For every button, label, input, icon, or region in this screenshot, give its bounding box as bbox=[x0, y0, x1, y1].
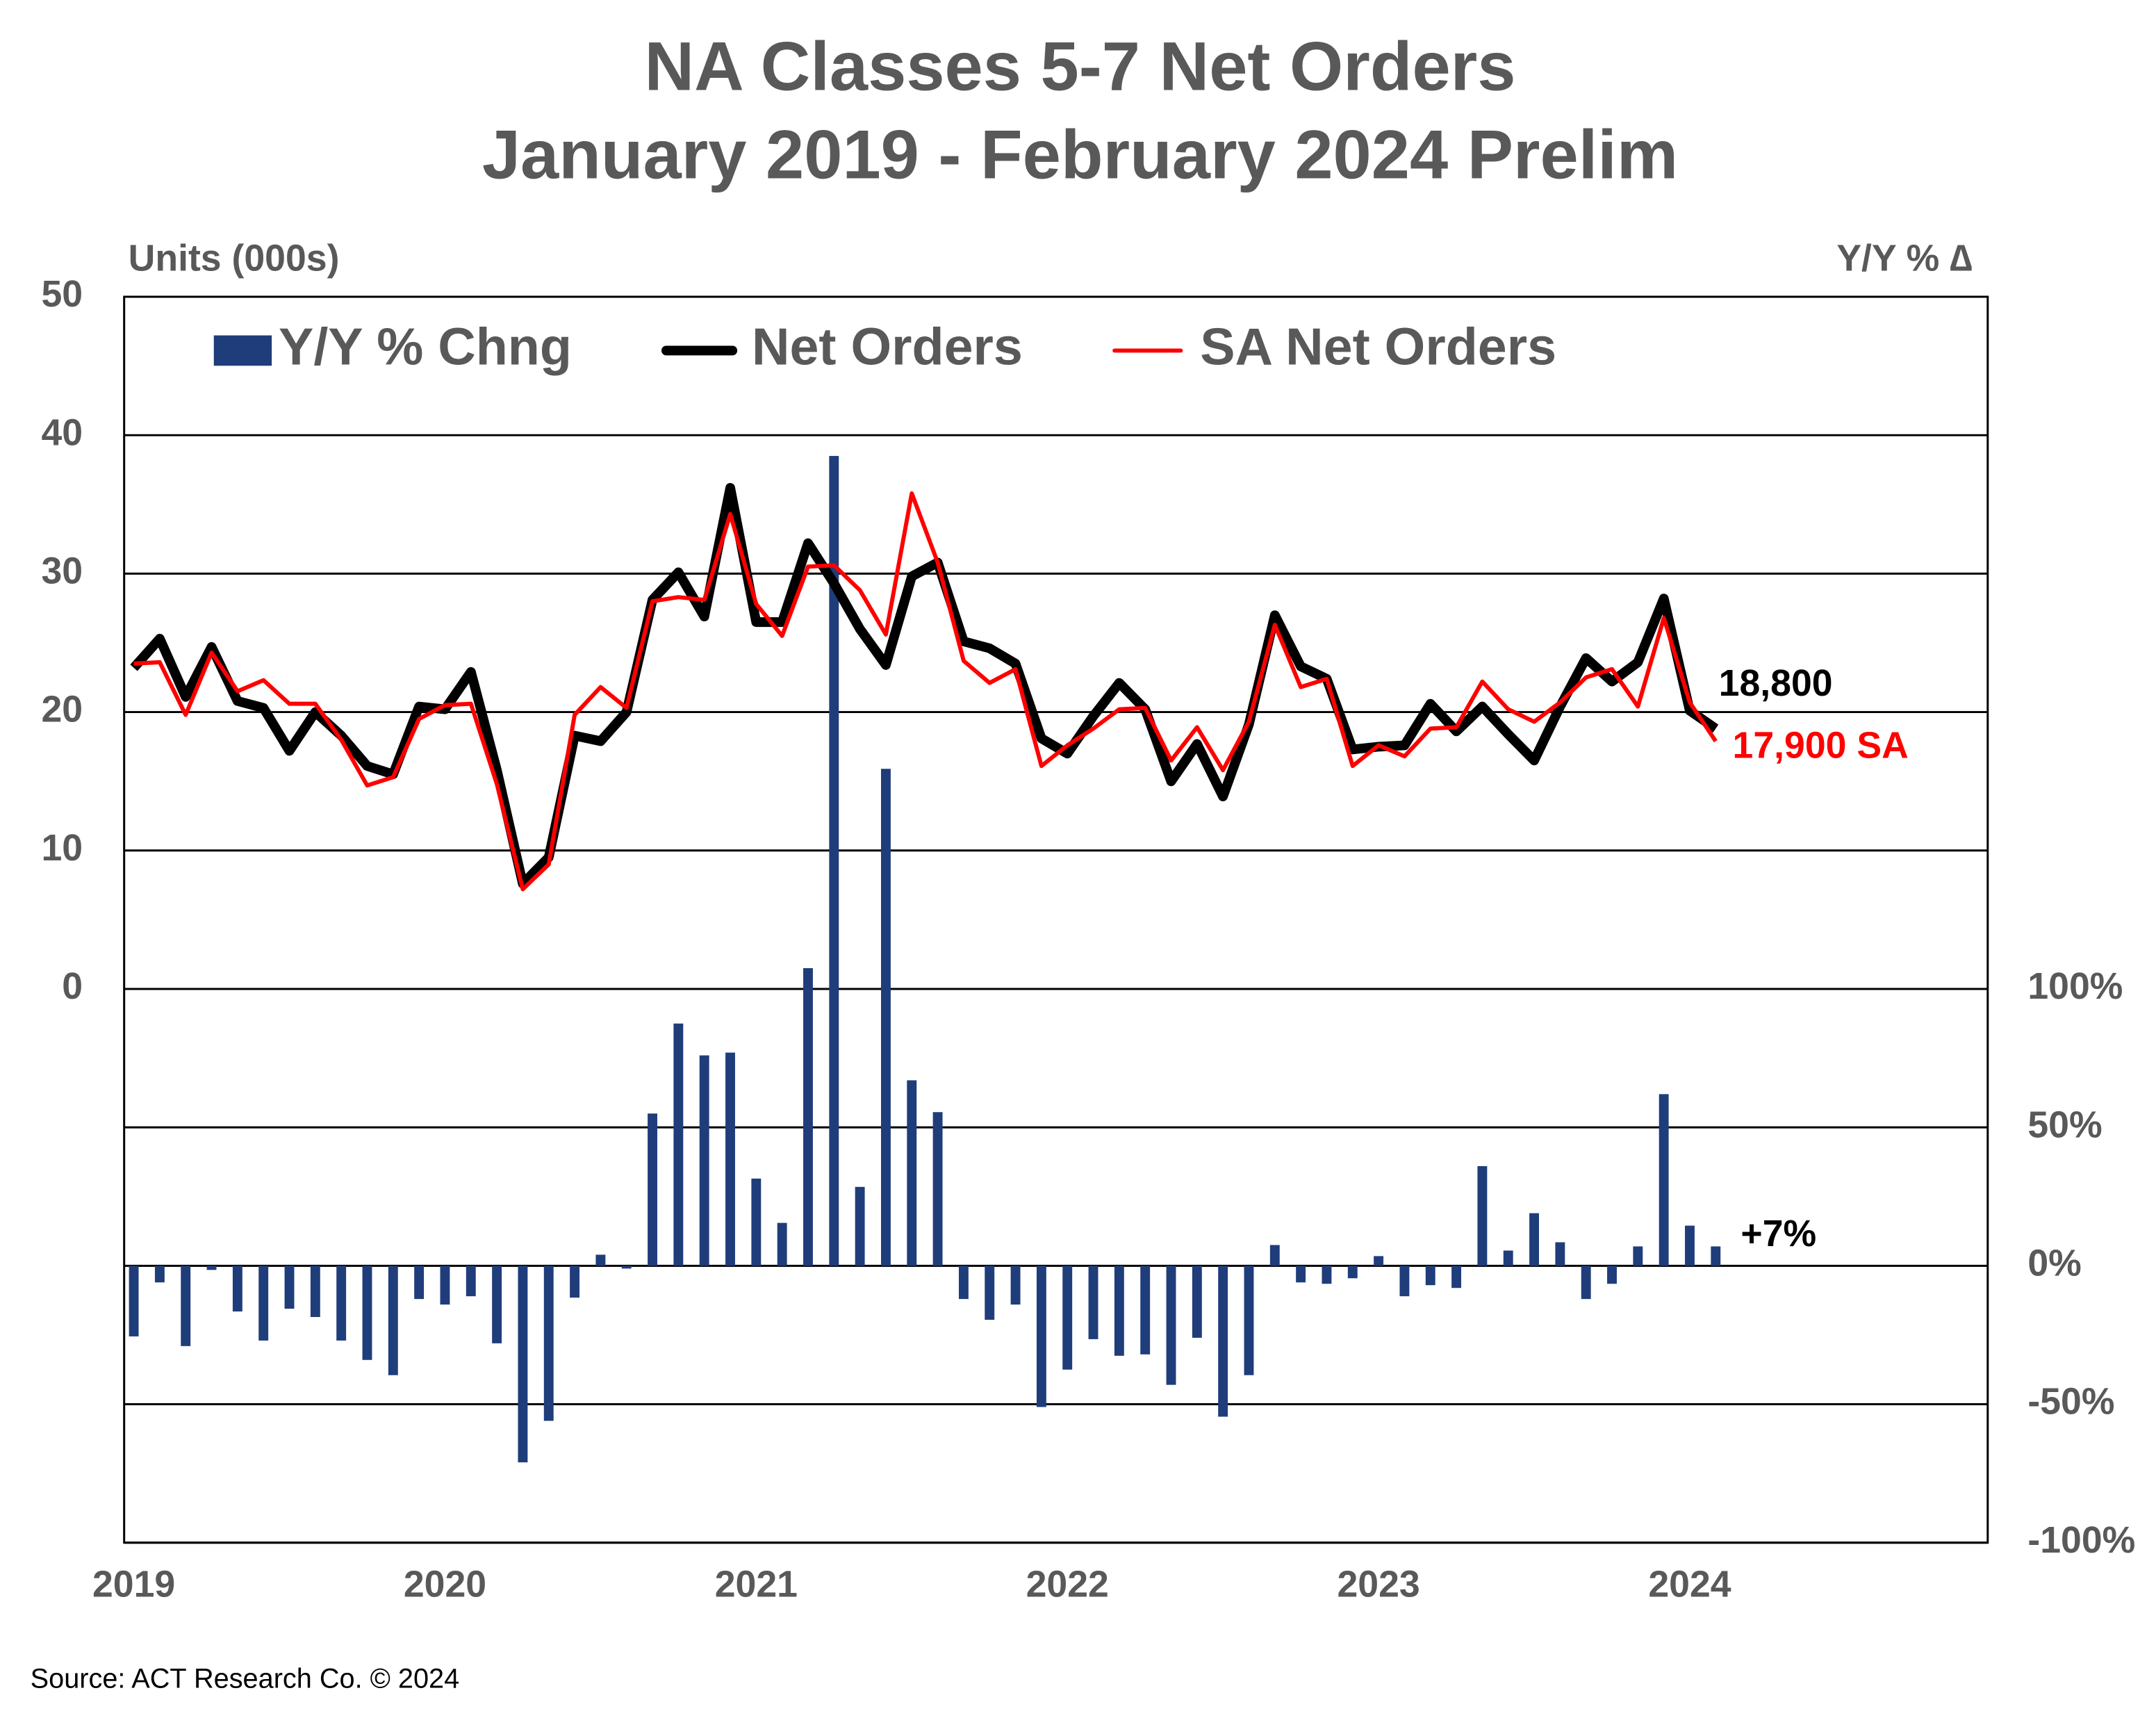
plot-frame bbox=[123, 295, 1989, 1544]
bar bbox=[1685, 1225, 1695, 1266]
bar bbox=[1010, 1266, 1021, 1305]
bar bbox=[751, 1178, 762, 1266]
bar bbox=[1140, 1266, 1151, 1355]
bar bbox=[673, 1023, 684, 1266]
bar bbox=[855, 1186, 865, 1266]
bar bbox=[1633, 1246, 1643, 1266]
bar bbox=[595, 1254, 606, 1266]
bar bbox=[1296, 1266, 1306, 1283]
bar bbox=[1425, 1266, 1435, 1286]
bar bbox=[699, 1055, 709, 1266]
bar bbox=[232, 1266, 242, 1312]
bar bbox=[154, 1266, 165, 1283]
bar bbox=[1269, 1245, 1280, 1266]
bar bbox=[1374, 1256, 1384, 1266]
bar bbox=[284, 1266, 295, 1309]
bar bbox=[1555, 1242, 1565, 1266]
y-tick-label: 40 bbox=[41, 411, 83, 453]
y-tick-label: 30 bbox=[41, 550, 83, 592]
bar bbox=[932, 1112, 943, 1266]
bar bbox=[1451, 1266, 1462, 1288]
y-tick-label: 0 bbox=[62, 965, 83, 1007]
y2-tick-label: -100% bbox=[2027, 1519, 2135, 1561]
y-tick-label: 50 bbox=[41, 273, 83, 315]
bar bbox=[1036, 1266, 1046, 1407]
bar bbox=[258, 1266, 269, 1341]
bar bbox=[129, 1266, 139, 1336]
y-axis-label: Units (000s) bbox=[129, 238, 340, 279]
y2-tick-label: 50% bbox=[2027, 1104, 2102, 1145]
annotation: 18,800 bbox=[1719, 662, 1833, 704]
bar bbox=[543, 1266, 554, 1421]
x-tick-label: 2020 bbox=[404, 1563, 486, 1605]
y2-tick-label: 100% bbox=[2027, 965, 2123, 1007]
legend-label: Y/Y % Chng bbox=[279, 317, 572, 375]
bar bbox=[1244, 1266, 1254, 1375]
bar bbox=[1659, 1094, 1669, 1266]
y-tick-label: 10 bbox=[41, 827, 83, 869]
bar bbox=[1581, 1266, 1591, 1300]
bar bbox=[777, 1222, 787, 1266]
x-tick-label: 2021 bbox=[715, 1563, 798, 1605]
annotation: +7% bbox=[1741, 1213, 1816, 1254]
y2-axis-label: Y/Y % ∆ bbox=[1836, 238, 1973, 279]
bar bbox=[336, 1266, 347, 1341]
bar bbox=[985, 1266, 995, 1320]
x-tick-label: 2019 bbox=[92, 1563, 175, 1605]
bar bbox=[206, 1266, 217, 1270]
annotation: 17,900 SA bbox=[1733, 724, 1909, 766]
bar bbox=[1399, 1266, 1410, 1297]
bar bbox=[466, 1266, 476, 1297]
bar bbox=[1166, 1266, 1176, 1385]
bar bbox=[1114, 1266, 1124, 1356]
y-tick-label: 20 bbox=[41, 689, 83, 730]
legend-label: Net Orders bbox=[752, 317, 1023, 375]
bar bbox=[1218, 1266, 1228, 1417]
line bbox=[133, 491, 1718, 892]
bar bbox=[1503, 1250, 1513, 1266]
bar bbox=[803, 968, 813, 1266]
legend-label: SA Net Orders bbox=[1200, 317, 1556, 375]
bar bbox=[518, 1266, 528, 1463]
source-note: Source: ACT Research Co. © 2024 bbox=[31, 1664, 460, 1694]
bar bbox=[440, 1266, 450, 1305]
bar bbox=[958, 1266, 969, 1300]
bar bbox=[648, 1113, 657, 1266]
bar bbox=[1322, 1266, 1332, 1284]
bar bbox=[570, 1266, 580, 1298]
x-tick-label: 2023 bbox=[1337, 1563, 1419, 1605]
legend-swatch bbox=[213, 335, 272, 366]
chart-title: NA Classes 5-7 Net Orders bbox=[644, 28, 1515, 106]
bar bbox=[1192, 1266, 1202, 1338]
chart-subtitle: January 2019 - February 2024 Prelim bbox=[482, 117, 1678, 194]
bar bbox=[181, 1266, 191, 1346]
bar bbox=[621, 1266, 632, 1269]
bar bbox=[310, 1266, 320, 1318]
y2-tick-label: -50% bbox=[2027, 1381, 2114, 1423]
x-tick-label: 2022 bbox=[1026, 1563, 1109, 1605]
bar bbox=[1529, 1213, 1539, 1266]
bar bbox=[1062, 1266, 1073, 1370]
bar bbox=[1477, 1165, 1488, 1266]
bar bbox=[1607, 1266, 1617, 1284]
bar bbox=[829, 456, 839, 1266]
bar bbox=[1711, 1246, 1721, 1266]
bar bbox=[388, 1266, 398, 1375]
bar bbox=[362, 1266, 372, 1360]
bar bbox=[881, 769, 891, 1266]
bar bbox=[1347, 1266, 1358, 1279]
bar bbox=[725, 1052, 735, 1266]
bar bbox=[414, 1266, 425, 1300]
x-tick-label: 2024 bbox=[1648, 1563, 1731, 1605]
y2-tick-label: 0% bbox=[2027, 1242, 2081, 1284]
bar bbox=[907, 1080, 917, 1266]
bar bbox=[1088, 1266, 1098, 1339]
bar bbox=[492, 1266, 502, 1343]
